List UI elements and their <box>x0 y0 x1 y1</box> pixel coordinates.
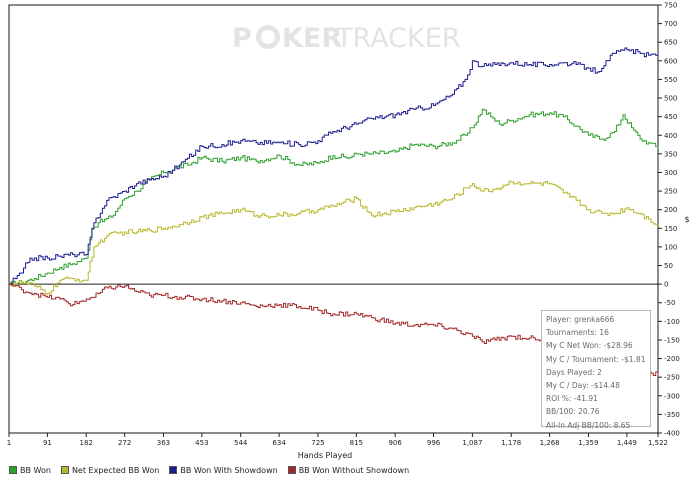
stats-days-played: Days Played: 2 <box>546 367 602 377</box>
y-tick-label: 300 <box>664 169 677 177</box>
legend-item-with-showdown: BB Won With Showdown <box>169 465 278 475</box>
y-tick-label: 0 <box>664 281 668 289</box>
y-axis-label: $ <box>684 215 689 224</box>
x-tick-label: 272 <box>118 439 131 447</box>
watermark-chip-inner <box>261 30 275 44</box>
y-tick-label: 150 <box>664 225 677 233</box>
x-axis-label: Hands Played <box>298 451 352 460</box>
series-line-1 <box>9 180 659 295</box>
x-tick-label: 363 <box>157 439 170 447</box>
stats-bb100: BB/100: 20.76 <box>546 407 600 417</box>
x-tick-label: 1,087 <box>462 439 482 447</box>
y-tick-label: -150 <box>664 336 680 344</box>
y-tick-label: 250 <box>664 188 677 196</box>
legend-label-net-expected: Net Expected BB Won <box>71 465 160 475</box>
legend-item-net-expected: Net Expected BB Won <box>60 465 160 475</box>
legend-swatch-without-showdown <box>287 466 296 474</box>
legend-label-without-showdown: BB Won Without Showdown <box>298 465 410 475</box>
x-tick-label: 996 <box>427 439 441 447</box>
watermark-p: P <box>232 23 252 54</box>
x-tick-label: 544 <box>234 439 248 447</box>
poker-tracker-watermark: P KER TRACKER <box>232 23 461 54</box>
y-tick-label: 200 <box>664 206 677 214</box>
y-tick-label: -400 <box>664 430 680 438</box>
series-line-0 <box>9 108 659 286</box>
y-tick-label: 450 <box>664 113 677 121</box>
y-tick-label: 750 <box>664 2 677 10</box>
legend-label-with-showdown: BB Won With Showdown <box>180 465 278 475</box>
stats-box: Player: grenka666 Tournaments: 16 My C N… <box>541 310 651 430</box>
legend-swatch-bb-won <box>9 466 17 474</box>
y-tick-label: -200 <box>664 355 680 363</box>
legend-label-bb-won: BB Won <box>20 465 51 475</box>
legend: BB Won Net Expected BB Won BB Won With S… <box>9 462 419 478</box>
y-tick-label: 100 <box>664 243 677 251</box>
watermark-ker: KER <box>282 23 342 54</box>
legend-swatch-net-expected <box>60 466 69 474</box>
x-tick-label: 1,268 <box>540 439 560 447</box>
x-tick-label: 634 <box>272 439 286 447</box>
x-tick-label: 1,522 <box>648 439 668 447</box>
axes: -400-350-300-250-200-150-100-50050100150… <box>7 2 680 448</box>
watermark-chip-icon <box>256 25 280 49</box>
x-tick-label: 1,178 <box>501 439 521 447</box>
x-tick-label: 182 <box>80 439 93 447</box>
y-tick-label: 700 <box>664 20 677 28</box>
stats-tournaments: Tournaments: 16 <box>546 328 609 338</box>
stats-roi: ROI %: -41.91 <box>546 394 598 404</box>
x-tick-label: 91 <box>43 439 52 447</box>
y-tick-label: 550 <box>664 76 677 84</box>
x-tick-label: 1,449 <box>617 439 637 447</box>
legend-item-bb-won: BB Won <box>9 466 51 475</box>
y-tick-label: 350 <box>664 150 677 158</box>
y-tick-label: 650 <box>664 39 677 47</box>
x-tick-label: 815 <box>350 439 363 447</box>
x-tick-label: 453 <box>195 439 208 447</box>
legend-item-without-showdown: BB Won Without Showdown <box>287 465 410 475</box>
y-tick-label: -350 <box>664 411 680 419</box>
y-tick-label: 500 <box>664 95 677 103</box>
y-tick-label: 400 <box>664 132 677 140</box>
stats-allin-bb100: All-In Adj BB/100: 8.65 <box>546 420 631 430</box>
legend-swatch-with-showdown <box>169 466 178 474</box>
y-tick-label: -100 <box>664 318 680 326</box>
y-tick-label: 600 <box>664 57 677 65</box>
stats-per-tournament: My C / Tournament: -$1.81 <box>546 354 646 364</box>
y-tick-label: -50 <box>664 299 675 307</box>
x-tick-label: 1 <box>7 439 11 447</box>
series-line-2 <box>9 47 659 285</box>
x-tick-label: 906 <box>388 439 402 447</box>
watermark-tracker: TRACKER <box>335 23 461 54</box>
stats-player: Player: grenka666 <box>546 315 615 324</box>
y-tick-label: -300 <box>664 392 680 400</box>
stats-net-won: My C Net Won: -$28.96 <box>546 341 633 351</box>
y-tick-label: 50 <box>664 262 673 270</box>
plot-area-border <box>8 4 659 434</box>
x-tick-label: 1,359 <box>578 439 598 447</box>
stats-per-day: My C / Day: -$14.48 <box>546 380 620 390</box>
y-tick-label: -250 <box>664 374 680 382</box>
x-tick-label: 725 <box>311 439 324 447</box>
